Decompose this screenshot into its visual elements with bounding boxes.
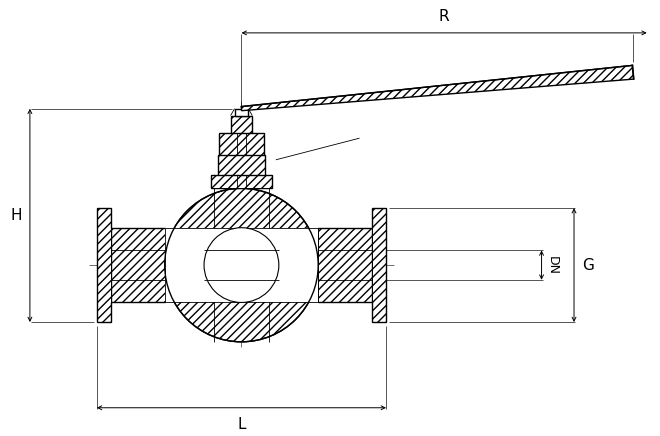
Bar — [234, 109, 248, 116]
Text: G: G — [582, 258, 594, 272]
Text: DN: DN — [545, 255, 558, 275]
Bar — [318, 228, 372, 303]
Polygon shape — [242, 65, 634, 111]
Text: L: L — [237, 417, 246, 432]
Bar — [97, 208, 111, 322]
Circle shape — [165, 188, 318, 342]
Bar — [165, 228, 318, 303]
Bar — [211, 174, 272, 188]
Text: R: R — [439, 9, 449, 24]
Circle shape — [204, 228, 279, 303]
Bar — [218, 155, 265, 174]
Bar — [230, 116, 252, 133]
Text: H: H — [11, 208, 22, 223]
Bar — [111, 228, 165, 303]
Bar — [372, 208, 386, 322]
Bar — [219, 133, 264, 155]
